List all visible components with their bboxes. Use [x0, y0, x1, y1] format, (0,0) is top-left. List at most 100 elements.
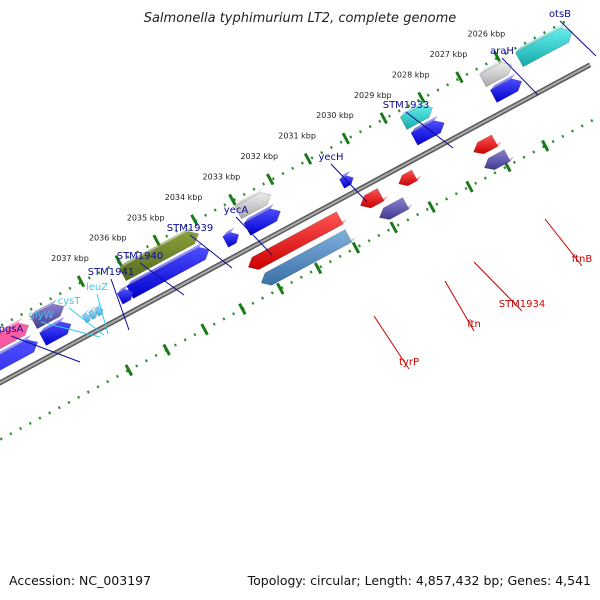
gene-blue-2038-body	[0, 339, 39, 371]
gene-red-2033	[247, 211, 348, 270]
outer-major-tick	[379, 112, 388, 125]
yecA-gene-body	[222, 232, 240, 248]
kbp-tick-label: 2027 kbp	[430, 50, 468, 59]
kbp-tick-label: 2028 kbp	[392, 70, 430, 79]
outer-major-tick	[493, 50, 502, 63]
kbp-tick-label: 2030 kbp	[316, 111, 354, 120]
STM1941-gene-top	[117, 284, 129, 294]
ftnB-gene-body	[473, 134, 499, 155]
otsB-label: otsB	[549, 9, 571, 20]
gene-red-2033-body	[247, 211, 344, 270]
inner-major-tick	[465, 180, 474, 193]
gene-blue-2028-top	[411, 115, 438, 133]
araH-leader	[501, 57, 539, 96]
ftn-label: ftn	[467, 319, 481, 330]
otsB-gene-top	[515, 23, 566, 53]
gene-blue-2038	[0, 334, 39, 371]
yecA-label: yecA	[224, 205, 249, 216]
STM1934-label: STM1934	[499, 299, 546, 310]
inner-major-tick	[162, 343, 171, 356]
araH-label: araH	[490, 46, 514, 57]
glyW-gene-body	[81, 313, 91, 324]
kbp-tick-label: 2031 kbp	[278, 132, 316, 141]
inner-major-tick	[389, 221, 398, 234]
STM1934-leader	[473, 261, 523, 312]
araH-gene-body	[479, 62, 513, 88]
glyW-leader	[40, 321, 101, 338]
pgsA-gene-body	[30, 303, 65, 330]
STM1941-gene	[116, 284, 134, 305]
leuZ-gene-top	[94, 302, 103, 310]
gene-gray-2032-top	[234, 187, 265, 207]
STM1941-gene-body	[116, 288, 134, 305]
outer-major-tick	[303, 152, 313, 165]
cysT-label: cysT	[58, 296, 82, 307]
outer-major-tick	[228, 193, 237, 206]
ftnB-gene	[473, 134, 502, 155]
kbp-tick-label: 2026 kbp	[468, 30, 506, 39]
outer-major-tick	[455, 71, 464, 84]
STM1939-gene-top	[119, 226, 193, 269]
yecH-label: yecH	[318, 152, 343, 163]
pgsA-gene-top	[30, 299, 58, 317]
glyW-gene-top	[82, 308, 91, 316]
STM1939-gene-body	[118, 231, 199, 282]
cysT-gene	[88, 305, 97, 320]
map-title: Salmonella typhimurium LT2, complete gen…	[144, 11, 457, 26]
accession-label: Accession: NC_003197	[9, 573, 152, 588]
inner-major-tick	[541, 139, 550, 152]
kbp-tick-label: 2033 kbp	[203, 173, 241, 182]
gene-slate-2029-body	[483, 149, 511, 171]
STM1933-label: STM1933	[383, 100, 430, 111]
tyrP-gene-body	[260, 229, 353, 286]
inner-major-tick	[238, 302, 247, 316]
glyW-gene	[81, 308, 91, 324]
gene-blue-2032-top	[243, 203, 275, 224]
outer-major-tick	[341, 132, 351, 145]
kbp-tick-label: 2034 kbp	[165, 193, 203, 202]
STM1940-gene-top	[126, 242, 203, 287]
STM1939-gene	[118, 226, 199, 282]
gene-pink-2038-top	[0, 318, 23, 333]
ftn-gene	[360, 188, 388, 209]
gene-pink-2038	[0, 318, 29, 350]
STM1939-label: STM1939	[167, 223, 214, 234]
kbp-tick-label: 2036 kbp	[89, 234, 127, 243]
yecA-gene-top	[222, 227, 235, 237]
map-layer: 2026 kbp 2027 kbp 2028 kbp 2029 kbp 2030 kbp…	[0, 9, 600, 442]
ftnB-label: ftnB	[572, 254, 593, 265]
STM1941-label: STM1941	[88, 267, 135, 278]
inner-major-tick	[313, 262, 323, 275]
leuZ-leader	[96, 293, 109, 335]
ftn-leader	[444, 280, 475, 332]
inner-major-tick	[200, 323, 209, 336]
cysT-gene-top	[88, 305, 97, 313]
gene-blue-2032	[243, 203, 281, 236]
STM1934-gene	[398, 169, 422, 187]
STM1933-leader	[405, 111, 454, 149]
araH-gene-top	[479, 57, 506, 75]
outer-major-tick	[190, 214, 199, 227]
inner-major-tick	[124, 364, 134, 377]
outer-tick-ruler	[0, 19, 568, 328]
otsB-leader	[559, 20, 597, 57]
gene-blue-2038-top	[0, 334, 32, 355]
glyW-label: glyW	[29, 310, 54, 321]
outer-major-tick	[76, 275, 86, 288]
inner-major-tick	[276, 282, 285, 295]
otsB-gene-body	[515, 27, 573, 68]
backbone-highlight	[0, 63, 591, 384]
gene-gray-2032	[234, 187, 272, 220]
outer-major-tick	[265, 173, 275, 186]
kbp-tick-label: 2029 kbp	[354, 91, 392, 100]
cysT-leader	[68, 307, 105, 336]
tyrP-gene	[260, 229, 356, 286]
gene-blue-2026-body	[489, 78, 523, 103]
ftnB-leader	[544, 218, 583, 267]
STM1934-gene-body	[398, 169, 418, 187]
STM1933-gene-body	[399, 104, 434, 130]
yecH-leader	[330, 163, 368, 203]
STM1940-gene	[126, 242, 210, 299]
STM1939-leader	[189, 234, 233, 269]
